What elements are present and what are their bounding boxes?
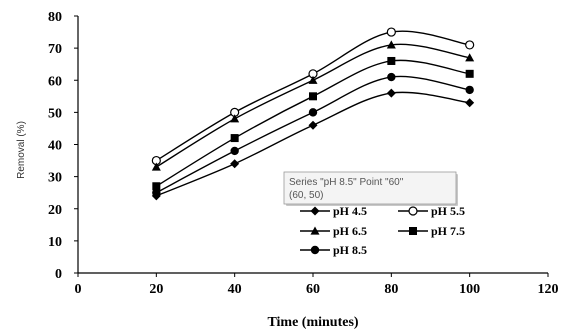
legend-label: pH 4.5 bbox=[333, 204, 367, 218]
legend-marker bbox=[408, 206, 418, 216]
x-tick-label: 100 bbox=[459, 282, 480, 297]
series-ph-8-5 bbox=[152, 72, 474, 197]
tooltip-line1: Series "pH 8.5" Point "60" bbox=[289, 177, 404, 188]
data-point bbox=[465, 69, 474, 78]
y-tick-label: 0 bbox=[55, 267, 62, 282]
x-tick-label: 0 bbox=[75, 282, 82, 297]
x-tick-label: 20 bbox=[149, 282, 163, 297]
legend-entry: pH 5.5 bbox=[398, 204, 465, 218]
tooltip: Series "pH 8.5" Point "60" (60, 50) bbox=[283, 171, 458, 206]
legend-entry: pH 7.5 bbox=[398, 224, 465, 238]
data-point bbox=[152, 182, 161, 191]
legend-entry: pH 8.5 bbox=[300, 243, 367, 257]
x-tick-label: 120 bbox=[538, 282, 559, 297]
x-tick-label: 80 bbox=[384, 282, 398, 297]
y-tick-label: 60 bbox=[48, 74, 62, 89]
data-point bbox=[309, 92, 317, 101]
series-ph-4-5 bbox=[151, 88, 475, 201]
data-point bbox=[386, 88, 396, 98]
data-point bbox=[308, 120, 318, 130]
legend-label: pH 6.5 bbox=[333, 224, 367, 238]
data-point bbox=[230, 134, 239, 143]
data-point bbox=[308, 108, 318, 117]
series-layer bbox=[151, 27, 475, 201]
tooltip-box bbox=[283, 171, 457, 205]
legend: pH 4.5 pH 5.5 pH 6.5 pH 7.5 pH 8.5 bbox=[300, 204, 465, 257]
y-tick-label: 10 bbox=[48, 235, 62, 250]
legend-marker bbox=[310, 245, 320, 255]
legend-label: pH 7.5 bbox=[431, 224, 465, 238]
tooltip-line2: (60, 50) bbox=[289, 190, 323, 201]
y-tick-label: 40 bbox=[48, 139, 62, 154]
series-ph-6-5 bbox=[151, 40, 475, 171]
data-point bbox=[230, 159, 240, 169]
data-point bbox=[465, 98, 475, 108]
x-tick-label: 60 bbox=[306, 282, 320, 297]
legend-label: pH 8.5 bbox=[333, 243, 367, 257]
legend-entry: pH 4.5 bbox=[300, 204, 367, 218]
data-point bbox=[230, 114, 240, 123]
y-tick-label: 20 bbox=[48, 203, 62, 218]
y-tick-label: 50 bbox=[48, 106, 62, 121]
data-point bbox=[465, 85, 474, 95]
legend-marker bbox=[310, 226, 320, 235]
y-tick-label: 70 bbox=[48, 42, 62, 57]
data-point bbox=[230, 146, 239, 156]
data-point bbox=[465, 40, 475, 50]
series-ph-7-5 bbox=[152, 56, 474, 191]
legend-marker bbox=[409, 227, 417, 235]
y-tick-label: 30 bbox=[48, 171, 62, 186]
data-point bbox=[308, 75, 318, 84]
data-point bbox=[386, 40, 396, 49]
legend-entry: pH 6.5 bbox=[300, 224, 367, 238]
legend-marker bbox=[310, 206, 320, 216]
y-tick-label: 80 bbox=[48, 10, 62, 25]
axes: 0 20 40 60 80 100 120 0 10 20 30 40 50 60 70 80 bbox=[48, 10, 559, 297]
data-point bbox=[386, 27, 396, 37]
data-point bbox=[387, 72, 396, 82]
data-point bbox=[465, 53, 475, 62]
legend-label: pH 5.5 bbox=[431, 204, 465, 218]
x-tick-label: 40 bbox=[228, 282, 242, 297]
data-point bbox=[151, 162, 161, 171]
x-axis-title: Time (minutes) bbox=[267, 315, 358, 329]
data-point bbox=[387, 56, 396, 65]
data-point bbox=[152, 188, 161, 197]
y-axis-title: Removal (%) bbox=[16, 121, 27, 179]
